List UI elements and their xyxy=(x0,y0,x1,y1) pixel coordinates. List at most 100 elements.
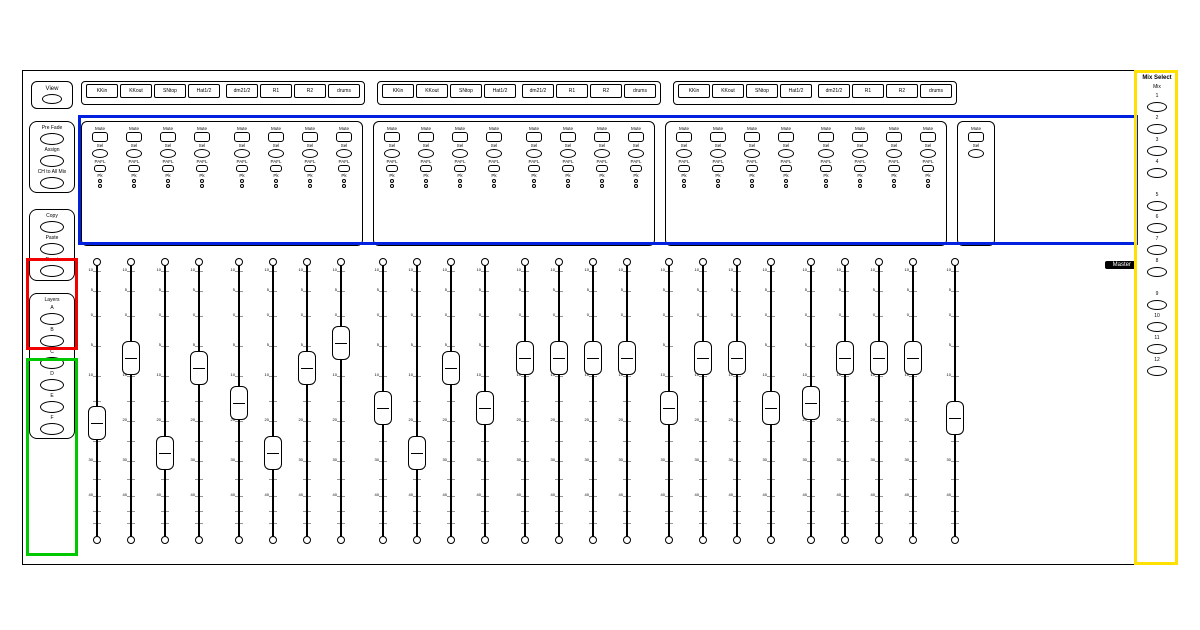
fader-track[interactable]: 1050510203040 xyxy=(863,261,895,541)
sel-button[interactable] xyxy=(710,149,726,158)
fader-track[interactable]: 1050510203040 xyxy=(897,261,929,541)
fader-cap[interactable] xyxy=(660,391,678,425)
sel-button[interactable] xyxy=(336,149,352,158)
mute-button[interactable] xyxy=(628,132,644,142)
fader-track[interactable]: 1050510203040 xyxy=(829,261,861,541)
sel-button[interactable] xyxy=(486,149,502,158)
fader-track[interactable]: 1050510203040 xyxy=(257,261,289,541)
pafl-button[interactable] xyxy=(454,165,466,172)
fader-track[interactable]: 1050510203040 xyxy=(469,261,501,541)
prefade-button[interactable] xyxy=(40,177,64,189)
fader-cap[interactable] xyxy=(408,436,426,470)
pafl-button[interactable] xyxy=(630,165,642,172)
mute-button[interactable] xyxy=(778,132,794,142)
sel-button[interactable] xyxy=(268,149,284,158)
fader-track[interactable]: 1050510203040 xyxy=(223,261,255,541)
fader-cap[interactable] xyxy=(584,341,602,375)
fader-track[interactable]: 1050510203040 xyxy=(325,261,357,541)
fader-cap[interactable] xyxy=(374,391,392,425)
pafl-button[interactable] xyxy=(854,165,866,172)
pafl-button[interactable] xyxy=(820,165,832,172)
fader-track[interactable]: 1050510203040 xyxy=(577,261,609,541)
fader-cap[interactable] xyxy=(550,341,568,375)
fader-cap[interactable] xyxy=(264,436,282,470)
pafl-button[interactable] xyxy=(888,165,900,172)
sel-button[interactable] xyxy=(194,149,210,158)
mute-button[interactable] xyxy=(302,132,318,142)
fader-cap[interactable] xyxy=(476,391,494,425)
pafl-button[interactable] xyxy=(270,165,282,172)
sel-button[interactable] xyxy=(676,149,692,158)
sel-button[interactable] xyxy=(92,149,108,158)
sel-button[interactable] xyxy=(744,149,760,158)
pafl-button[interactable] xyxy=(420,165,432,172)
fader-track[interactable]: 1050510203040 xyxy=(81,261,113,541)
fader-cap[interactable] xyxy=(442,351,460,385)
edit-button[interactable] xyxy=(40,221,64,233)
fader-cap[interactable] xyxy=(618,341,636,375)
pafl-button[interactable] xyxy=(746,165,758,172)
mute-button[interactable] xyxy=(234,132,250,142)
pafl-button[interactable] xyxy=(922,165,934,172)
fader-track[interactable]: 1050510203040 xyxy=(543,261,575,541)
fader-cap[interactable] xyxy=(122,341,140,375)
mute-button[interactable] xyxy=(126,132,142,142)
mute-button[interactable] xyxy=(852,132,868,142)
mute-button[interactable] xyxy=(384,132,400,142)
sel-button[interactable] xyxy=(886,149,902,158)
sel-button[interactable] xyxy=(560,149,576,158)
sel-button[interactable] xyxy=(594,149,610,158)
fader-track[interactable]: 1050510203040 xyxy=(149,261,181,541)
fader-cap[interactable] xyxy=(516,341,534,375)
mute-button[interactable] xyxy=(676,132,692,142)
pafl-button[interactable] xyxy=(128,165,140,172)
layer-button[interactable] xyxy=(40,423,64,435)
pafl-button[interactable] xyxy=(780,165,792,172)
pafl-button[interactable] xyxy=(338,165,350,172)
mute-button[interactable] xyxy=(968,132,984,142)
sel-button[interactable] xyxy=(852,149,868,158)
sel-button[interactable] xyxy=(628,149,644,158)
fader-cap[interactable] xyxy=(694,341,712,375)
view-oval[interactable] xyxy=(42,94,62,104)
mix-button[interactable] xyxy=(1147,245,1167,255)
edit-button[interactable] xyxy=(40,265,64,277)
fader-cap[interactable] xyxy=(298,351,316,385)
prefade-button[interactable] xyxy=(40,133,64,145)
edit-button[interactable] xyxy=(40,243,64,255)
mute-button[interactable] xyxy=(418,132,434,142)
pafl-button[interactable] xyxy=(712,165,724,172)
layer-button[interactable] xyxy=(40,313,64,325)
sel-button[interactable] xyxy=(384,149,400,158)
sel-button[interactable] xyxy=(818,149,834,158)
pafl-button[interactable] xyxy=(236,165,248,172)
sel-button[interactable] xyxy=(126,149,142,158)
mix-button[interactable] xyxy=(1147,366,1167,376)
layer-button[interactable] xyxy=(40,379,64,391)
pafl-button[interactable] xyxy=(596,165,608,172)
fader-track[interactable]: 1050510203040 xyxy=(795,261,827,541)
pafl-button[interactable] xyxy=(304,165,316,172)
mute-button[interactable] xyxy=(160,132,176,142)
mute-button[interactable] xyxy=(92,132,108,142)
fader-track[interactable]: 1050510203040 xyxy=(687,261,719,541)
pafl-button[interactable] xyxy=(94,165,106,172)
fader-track[interactable]: 1050510203040 xyxy=(653,261,685,541)
fader-cap[interactable] xyxy=(904,341,922,375)
mix-button[interactable] xyxy=(1147,223,1167,233)
sel-button[interactable] xyxy=(920,149,936,158)
fader-track[interactable]: 1050510203040 xyxy=(183,261,215,541)
fader-track[interactable]: 1050510203040 xyxy=(721,261,753,541)
sel-button[interactable] xyxy=(418,149,434,158)
sel-button[interactable] xyxy=(968,149,984,158)
mix-button[interactable] xyxy=(1147,344,1167,354)
pafl-button[interactable] xyxy=(488,165,500,172)
mix-button[interactable] xyxy=(1147,168,1167,178)
fader-cap[interactable] xyxy=(946,401,964,435)
mute-button[interactable] xyxy=(886,132,902,142)
fader-track[interactable]: 1050510203040 xyxy=(291,261,323,541)
mix-button[interactable] xyxy=(1147,322,1167,332)
mute-button[interactable] xyxy=(594,132,610,142)
mute-button[interactable] xyxy=(336,132,352,142)
mix-button[interactable] xyxy=(1147,146,1167,156)
